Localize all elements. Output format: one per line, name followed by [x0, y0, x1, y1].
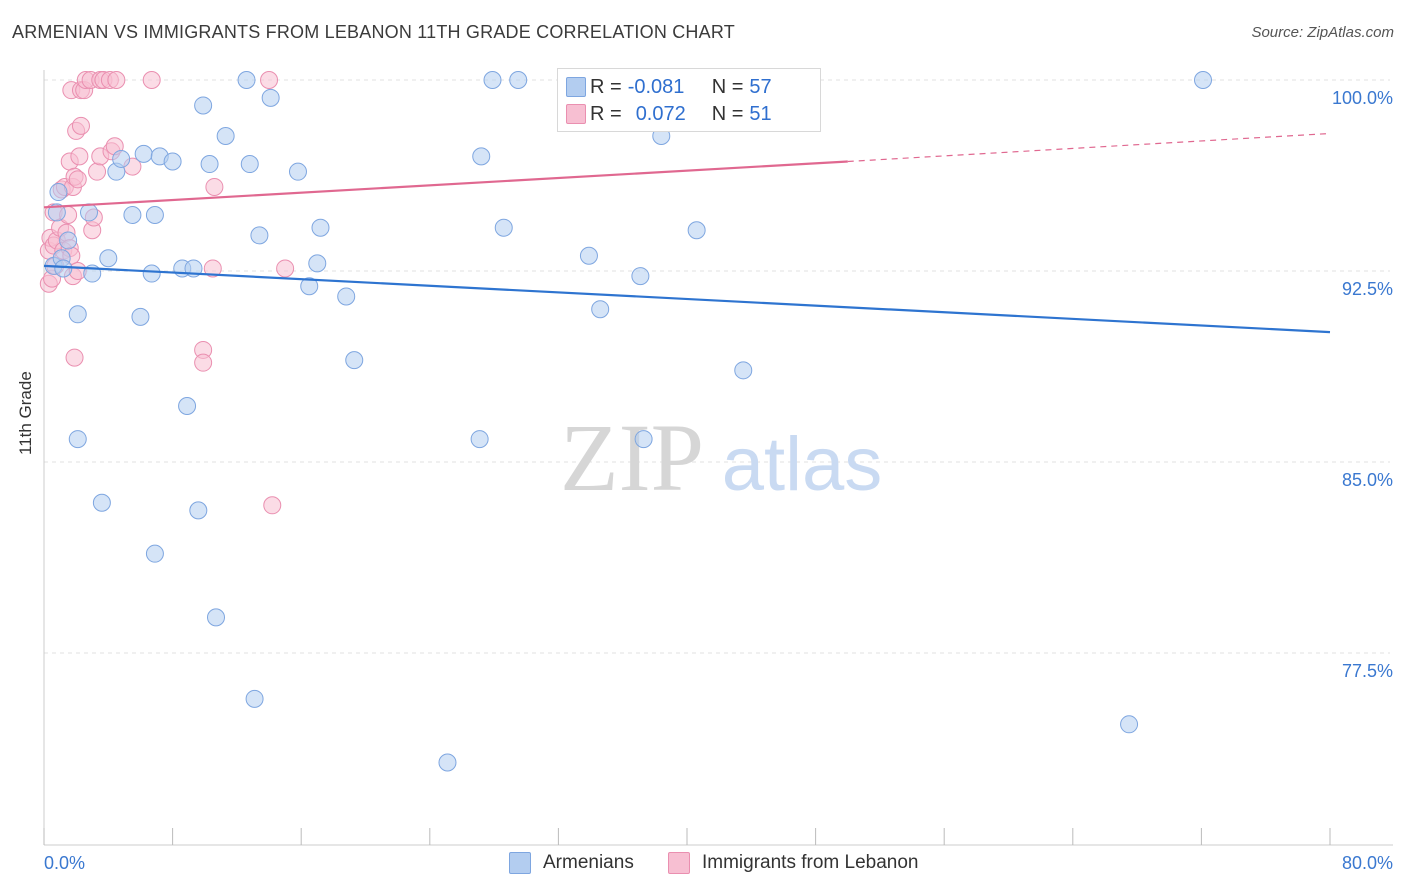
armenians-points [44, 71, 1213, 772]
armenians-point [237, 71, 256, 89]
bottom-legend-swatch-armenians [509, 852, 531, 874]
armenians-point [345, 351, 364, 370]
chart-title: ARMENIAN VS IMMIGRANTS FROM LEBANON 11TH… [12, 22, 735, 42]
correlation-legend: R = -0.081 N = 57 R = 0.072 N = 51 [557, 68, 821, 132]
bottom-legend-armenians: Armenians [509, 852, 634, 874]
armenians-point [123, 205, 142, 224]
armenians-point [470, 430, 489, 449]
armenians-point [47, 203, 66, 222]
armenians-point [579, 246, 598, 265]
axes [43, 70, 1393, 846]
armenians-point [250, 226, 269, 245]
y-tick-label: 77.5% [1342, 661, 1393, 681]
legend-n-label: N = [711, 75, 744, 98]
armenians-point [145, 544, 164, 563]
armenians-point [472, 147, 491, 166]
legend-swatch-armenians [566, 77, 586, 97]
lebanon-point [65, 348, 84, 367]
armenians-point [337, 287, 356, 306]
legend-r-value: 0.072 [635, 102, 686, 125]
y-tick-label: 100.0% [1332, 88, 1393, 108]
armenians-point [240, 155, 259, 174]
armenians-point [68, 430, 87, 449]
armenians-point [1194, 71, 1213, 89]
armenians-trend-line [43, 264, 1331, 334]
lebanon-point [70, 147, 89, 166]
lebanon-point [260, 71, 279, 89]
armenians-point [134, 144, 153, 163]
armenians-point [288, 162, 307, 181]
armenians-point [494, 218, 513, 237]
legend-n-value: 51 [749, 102, 772, 125]
armenians-point [591, 300, 610, 319]
x-tick-label: 0.0% [44, 853, 85, 873]
armenians-point [509, 71, 528, 89]
lebanon-point [276, 259, 295, 278]
watermark: ZIP atlas [560, 404, 882, 511]
armenians-point [207, 608, 226, 627]
legend-r-value: -0.081 [627, 75, 685, 98]
armenians-point [68, 305, 87, 324]
armenians-point [261, 88, 280, 107]
legend-swatch-lebanon [566, 104, 586, 124]
armenians-point [112, 149, 131, 168]
armenians-point [308, 254, 327, 273]
bottom-legend-swatch-lebanon [668, 852, 690, 874]
tick-labels: 77.5% 85.0% 92.5% 100.0% 0.0% 80.0% [44, 88, 1393, 873]
lebanon-trend-extension [847, 132, 1331, 163]
armenians-point [163, 152, 182, 171]
armenians-point [634, 430, 653, 449]
armenians-point [245, 689, 264, 708]
legend-r-label: R = [590, 75, 622, 98]
y-tick-label: 85.0% [1342, 470, 1393, 490]
armenians-point [80, 203, 99, 222]
lebanon-point [203, 259, 222, 278]
armenians-point [92, 493, 111, 512]
lebanon-point [88, 162, 107, 181]
legend-r-label: R = [590, 102, 622, 125]
armenians-point [178, 396, 197, 415]
armenians-point [1120, 715, 1139, 734]
armenians-point [54, 259, 73, 278]
legend-row-lebanon: R = 0.072 N = 51 [566, 101, 772, 127]
watermark-zip: ZIP [560, 404, 704, 511]
armenians-point [131, 307, 150, 326]
lebanon-point [142, 71, 161, 89]
watermark-atlas: atlas [722, 422, 883, 507]
lebanon-point [205, 177, 224, 196]
lebanon-point [107, 71, 126, 89]
source-label: Source: ZipAtlas.com [1251, 24, 1394, 41]
armenians-point [145, 205, 164, 224]
armenians-point [483, 71, 502, 89]
lebanon-point [263, 496, 282, 515]
bottom-legend-label-armenians: Armenians [543, 852, 634, 873]
lebanon-point [71, 116, 90, 135]
lebanon-point [68, 170, 87, 189]
armenians-point [311, 218, 330, 237]
armenians-point [189, 501, 208, 520]
bottom-legend-lebanon: Immigrants from Lebanon [668, 852, 919, 874]
lebanon-point [194, 353, 213, 372]
armenians-point [216, 127, 235, 146]
armenians-point [59, 231, 78, 250]
armenians-point [631, 267, 650, 286]
armenians-point [200, 155, 219, 174]
armenians-point [99, 249, 118, 268]
lebanon-trend-line [43, 160, 848, 209]
bottom-legend-label-lebanon: Immigrants from Lebanon [702, 852, 919, 873]
trend-lines [43, 132, 1331, 334]
armenians-point [194, 96, 213, 115]
legend-n-value: 57 [749, 75, 772, 98]
armenians-point [300, 277, 319, 296]
armenians-point [142, 264, 161, 283]
armenians-point [438, 753, 457, 772]
x-tick-label: 80.0% [1342, 853, 1393, 873]
armenians-point [734, 361, 753, 380]
legend-row-armenians: R = -0.081 N = 57 [566, 74, 772, 100]
legend-n-label: N = [711, 102, 744, 125]
armenians-point [49, 183, 68, 202]
armenians-point [687, 221, 706, 240]
y-tick-label: 92.5% [1342, 279, 1393, 299]
